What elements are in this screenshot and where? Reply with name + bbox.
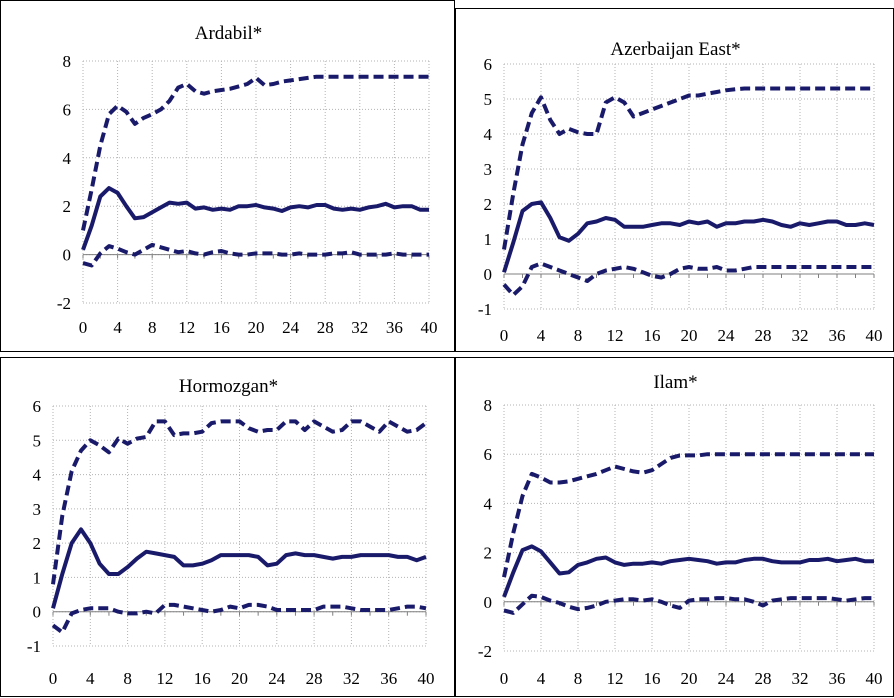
y-tick-label: 6: [63, 100, 72, 119]
response-line: [502, 544, 874, 598]
x-tick-label: 36: [829, 669, 846, 688]
y-tick-label: 1: [33, 568, 42, 587]
y-tick-label: 6: [33, 397, 42, 416]
x-tick-label: 4: [537, 326, 546, 345]
response-line: [81, 186, 429, 251]
x-tick-label: 0: [79, 318, 88, 337]
chart-panel-ardabil: Ardabil* -2 0 2 4 6 8 0 4 8 12 16 20 24 28 32 36 40: [0, 0, 455, 352]
x-tick-label: 0: [500, 326, 509, 345]
y-tick-label: 5: [33, 431, 42, 450]
y-tick-label: 0: [33, 603, 42, 622]
response-line: [51, 527, 427, 609]
x-tick-label: 24: [718, 669, 736, 688]
x-tick-label: 4: [537, 669, 546, 688]
y-tick-label: 4: [63, 149, 72, 168]
y-tick-label: 6: [484, 445, 493, 464]
x-tick-label: 40: [866, 669, 883, 688]
x-tick-label: 36: [386, 318, 403, 337]
response-line: [502, 200, 875, 273]
y-tick-label: 0: [63, 246, 72, 265]
y-tick-label: 8: [63, 52, 72, 71]
chart-panel-hormozgan: Hormozgan* -1 0 1 2 3 4 5 6 0 4 8 12 16 20 24 28 32 36 40: [0, 357, 455, 697]
y-tick-label: 4: [33, 466, 42, 485]
y-tick-label: 0: [484, 593, 493, 612]
lower-band-line: [503, 593, 874, 615]
y-tick-label: 3: [33, 500, 42, 519]
x-tick-label: 24: [718, 326, 736, 345]
lower-band-line: [502, 261, 874, 297]
y-tick-label: -2: [478, 642, 492, 661]
upper-band-line: [51, 419, 428, 585]
chart-title: Azerbaijan East*: [610, 39, 740, 60]
y-tick-label: 1: [484, 230, 493, 249]
chart-title: Hormozgan*: [179, 376, 278, 397]
y-tick-label: 4: [484, 494, 493, 513]
y-tick-label: 0: [484, 265, 493, 284]
upper-band-line: [502, 452, 874, 578]
x-tick-label: 8: [148, 318, 157, 337]
x-tick-label: 12: [178, 318, 195, 337]
x-tick-label: 8: [574, 669, 583, 688]
x-tick-label: 16: [194, 669, 211, 688]
x-tick-label: 20: [681, 669, 698, 688]
chart-title: Ilam*: [653, 372, 697, 393]
x-tick-label: 16: [213, 318, 230, 337]
x-tick-label: 36: [380, 669, 397, 688]
chart-panel-ilam: Ilam* -2 0 2 4 6 8 0 4 8 12 16 20 24 28 32 36 40: [455, 357, 894, 697]
chart-title: Ardabil*: [195, 23, 263, 44]
upper-band-line: [502, 86, 874, 250]
x-tick-label: 32: [351, 318, 368, 337]
x-tick-label: 40: [421, 318, 438, 337]
x-tick-label: 0: [49, 669, 58, 688]
x-tick-label: 20: [231, 669, 248, 688]
x-tick-label: 0: [500, 669, 509, 688]
x-tick-label: 40: [866, 326, 883, 345]
y-tick-label: -1: [478, 300, 492, 319]
x-tick-label: 8: [574, 326, 583, 345]
y-tick-label: 2: [63, 197, 72, 216]
y-tick-label: 5: [484, 90, 493, 109]
y-tick-label: -2: [57, 294, 71, 313]
y-tick-label: 2: [33, 534, 42, 553]
lower-band-line: [82, 242, 429, 268]
lower-band-line: [51, 602, 427, 635]
x-tick-label: 32: [792, 326, 809, 345]
x-tick-label: 24: [268, 669, 286, 688]
x-tick-label: 28: [317, 318, 334, 337]
chart-panel-azerbaijan-east: Azerbaijan East* -1 0 1 2 3 4 5 6 0 4 8 12 16 20 24 28 32…: [455, 8, 894, 352]
y-tick-label: 2: [484, 195, 493, 214]
x-tick-label: 28: [755, 669, 772, 688]
x-tick-label: 12: [607, 326, 624, 345]
y-tick-label: 4: [484, 125, 493, 144]
x-tick-label: 12: [607, 669, 624, 688]
x-tick-label: 20: [248, 318, 265, 337]
x-tick-label: 24: [282, 318, 300, 337]
x-tick-label: 16: [644, 669, 661, 688]
x-tick-label: 32: [792, 669, 809, 688]
x-tick-label: 4: [86, 669, 95, 688]
x-tick-label: 28: [755, 326, 772, 345]
y-tick-label: 2: [484, 544, 493, 563]
x-tick-label: 40: [418, 669, 435, 688]
x-tick-label: 32: [343, 669, 360, 688]
x-tick-label: 36: [829, 326, 846, 345]
x-tick-label: 16: [644, 326, 661, 345]
x-tick-label: 28: [306, 669, 323, 688]
x-tick-label: 12: [156, 669, 173, 688]
y-tick-label: -1: [27, 637, 41, 656]
x-tick-label: 20: [681, 326, 698, 345]
x-tick-label: 8: [123, 669, 132, 688]
y-tick-label: 8: [484, 396, 493, 415]
x-tick-label: 4: [113, 318, 122, 337]
y-tick-label: 3: [484, 160, 493, 179]
y-tick-label: 6: [484, 55, 493, 74]
